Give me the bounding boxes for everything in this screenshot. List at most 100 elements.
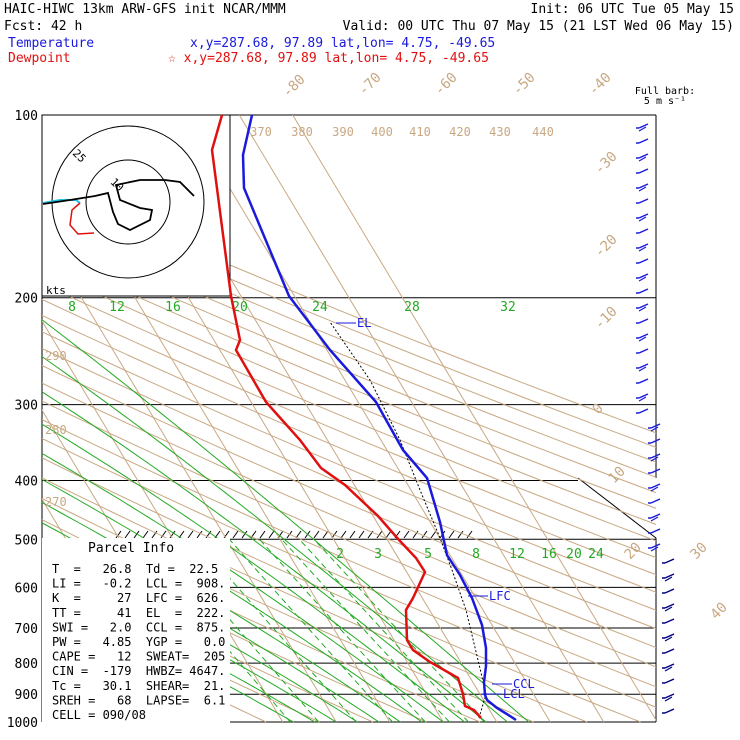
wind-barb-flag — [638, 336, 647, 342]
mixing-ratio-label: 24 — [588, 547, 604, 562]
hash-mark — [385, 530, 392, 539]
wind-barb-flag — [650, 543, 661, 549]
isotherm-line — [0, 115, 15, 722]
mixing-ratio-label: 32 — [500, 300, 516, 315]
marker-label-lcl: LCL — [503, 687, 525, 701]
wind-barb-flag — [638, 123, 649, 129]
wind-barb-flag — [638, 393, 649, 399]
hash-mark — [358, 530, 365, 539]
dry-adiabat-line — [42, 457, 641, 723]
hash-mark — [268, 530, 275, 539]
parcel-info-row: SREH = 68 LAPSE= 6.1 — [52, 693, 225, 707]
wind-barb-flag — [638, 183, 649, 189]
dry-adiabat-line — [42, 400, 656, 668]
wind-barb-flag — [664, 693, 675, 699]
dry-adiabat-line — [42, 437, 656, 708]
wind-barb-flag — [638, 198, 649, 204]
wind-barb-flag — [650, 546, 659, 552]
parcel-info-title: Parcel Info — [88, 541, 174, 556]
wind-barb-flag — [638, 303, 649, 309]
isotherm-label: 0 — [590, 401, 607, 418]
wind-barb-flag — [650, 423, 661, 429]
hodograph-units: kts — [46, 284, 66, 297]
mixing-ratio-label: 20 — [232, 300, 248, 315]
parcel-info-row: TT = 41 EL = 222. — [52, 606, 225, 620]
hash-mark — [124, 530, 131, 539]
hash-mark — [457, 530, 464, 539]
hash-mark — [196, 530, 203, 539]
mixing-ratio-label: 2 — [336, 547, 344, 562]
parcel-info-row: SWI = 2.0 CCL = 875. — [52, 620, 225, 634]
wind-barb-flag — [638, 243, 649, 249]
wind-barb-flag — [650, 513, 661, 519]
hash-mark — [349, 530, 356, 539]
hodograph-trace-red — [69, 202, 95, 235]
header-model: HAIC-HIWC 13km ARW-GFS init NCAR/MMM — [4, 2, 286, 17]
wind-barb-flag — [638, 258, 649, 264]
dry-adiabat-line — [42, 298, 656, 559]
isotherm-label: -50 — [510, 70, 539, 99]
moist-adiabat-line — [42, 452, 444, 723]
hash-mark — [313, 530, 320, 539]
mixing-ratio-line — [134, 538, 291, 723]
mixing-ratio-label: 3 — [374, 547, 382, 562]
hash-mark — [169, 530, 176, 539]
wind-barb-flag — [664, 633, 675, 639]
wind-barb-flag — [638, 126, 647, 132]
mixing-ratio-label: 12 — [509, 547, 525, 562]
wind-barb-flag — [664, 636, 673, 642]
wind-barb-flag — [664, 606, 673, 612]
isotherm-label: 30 — [688, 540, 711, 563]
pressure-label-1000: 1000 — [7, 716, 38, 731]
isotherm-label: -70 — [356, 70, 385, 99]
wind-barb-flag — [650, 516, 659, 522]
frame-notch — [577, 477, 657, 539]
hash-mark — [376, 530, 383, 539]
mixing-ratio-line — [195, 538, 357, 723]
parcel-info-row: LI = -0.2 LCL = 908. — [52, 577, 225, 591]
wind-barb-flag — [664, 618, 675, 624]
marker-label-el: EL — [357, 316, 371, 330]
hash-mark — [115, 530, 122, 539]
mixing-ratio-label: 28 — [404, 300, 420, 315]
isotherm-label: -30 — [592, 149, 621, 178]
temperature-readout: x,y=287.68, 97.89 lat,lon= 4.75, -49.65 — [190, 36, 495, 51]
barb-legend-units: 5 m s⁻¹ — [644, 96, 686, 107]
wind-barb-flag — [638, 216, 647, 222]
wind-barb-flag — [638, 396, 647, 402]
wind-barb-flag — [638, 186, 647, 192]
isotherm-label: -80 — [280, 72, 309, 101]
theta-label: 400 — [371, 125, 393, 139]
theta-label: 280 — [45, 423, 67, 437]
hash-mark — [421, 530, 428, 539]
wind-barb-flag — [650, 438, 661, 444]
wind-barb-flag — [638, 348, 649, 354]
isotherm-line — [292, 115, 656, 721]
isotherm-label: -60 — [432, 70, 461, 99]
dry-adiabat-line — [42, 418, 656, 688]
header-valid: Valid: 00 UTC Thu 07 May 15 (21 LST Wed … — [343, 19, 734, 34]
mixing-ratio-line — [298, 538, 469, 723]
moist-adiabat-line — [42, 319, 530, 723]
theta-label: 420 — [449, 125, 471, 139]
mixing-ratio-line — [228, 538, 393, 723]
dewpoint-legend: Dewpoint — [8, 51, 71, 66]
hash-mark — [430, 530, 437, 539]
mixing-ratio-label: 8 — [68, 300, 76, 315]
theta-label: 390 — [332, 125, 354, 139]
hash-mark — [448, 530, 455, 539]
parcel-info-row: Tc = 30.1 SHEAR= 21. — [52, 679, 225, 693]
wind-barb-flag — [664, 663, 675, 669]
parcel-info-row: CELL = 090/08 — [52, 708, 146, 722]
mixing-ratio-label: 20 — [566, 547, 582, 562]
wind-barb-flag — [638, 363, 649, 369]
wind-barb-flag — [650, 456, 659, 462]
wind-barb-flag — [650, 483, 661, 489]
wind-barb-flag — [664, 666, 673, 672]
wind-barb-flag — [638, 228, 649, 234]
wind-barb-flag — [664, 603, 675, 609]
theta-label: 290 — [45, 349, 67, 363]
mixing-ratio-line — [281, 538, 450, 723]
hash-mark — [403, 530, 410, 539]
dewpoint-profile — [210, 114, 482, 719]
